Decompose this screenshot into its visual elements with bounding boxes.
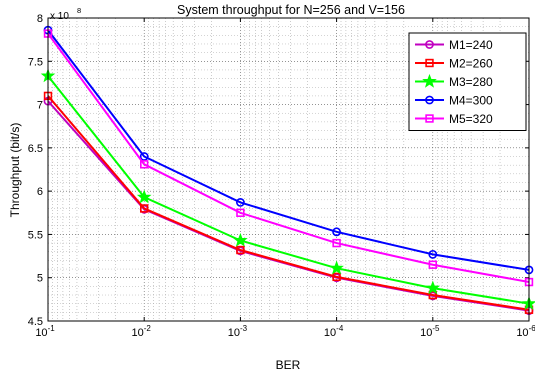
data-point (428, 260, 437, 269)
data-point (329, 260, 344, 275)
series-line (47, 29, 530, 271)
data-point (428, 290, 437, 300)
legend-item: M1=240 (415, 38, 493, 52)
legend-label: M4=300 (449, 94, 493, 108)
data-point (332, 238, 341, 248)
data-point (332, 227, 341, 237)
x-tick-label: 10-5 (420, 324, 440, 339)
y-axis-ticks: 4.5 5 5.5 6 6.5 7 7.5 8 (28, 13, 529, 328)
legend-label: M2=260 (449, 57, 493, 71)
chart-title: System throughput for N=256 and V=156 (177, 3, 405, 17)
legend-label: M3=280 (449, 75, 493, 89)
data-point (140, 160, 149, 169)
data-point (236, 245, 245, 255)
x-tick-label: 10-3 (228, 324, 248, 339)
legend-item: M2=260 (415, 57, 493, 71)
legend-label: M1=240 (449, 38, 493, 52)
y-tick-label: 5 (37, 273, 43, 285)
legend-item: M4=300 (415, 94, 493, 108)
y-tick-label: 7.5 (28, 56, 43, 68)
series-layer (40, 25, 535, 316)
data-point (425, 114, 434, 123)
y-multiplier-label: x 10 8 (50, 6, 81, 22)
data-point (235, 197, 245, 207)
x-axis-label: BER (276, 358, 301, 372)
y-tick-label: 4.5 (28, 316, 43, 328)
data-point (428, 249, 438, 259)
x-tick-label: 10-2 (132, 324, 152, 339)
legend: M1=240 M2=260 M3=280 M4=300 M5=320 (408, 32, 527, 131)
data-point (236, 208, 245, 217)
legend-label: M5=320 (449, 112, 493, 126)
data-point (425, 280, 441, 295)
y-tick-label: 6 (37, 186, 43, 198)
plot-frame (47, 17, 530, 322)
y-tick-label: 7 (37, 100, 43, 112)
data-point (233, 232, 248, 247)
data-point (140, 204, 149, 213)
legend-item: M5=320 (415, 112, 493, 126)
data-point (422, 73, 437, 88)
y-tick-label: 8 (37, 13, 43, 25)
series-line (47, 32, 530, 284)
y-tick-label: 5.5 (28, 229, 43, 241)
data-point (425, 58, 434, 68)
legend-item: M3=280 (415, 73, 493, 89)
data-point (425, 95, 434, 105)
data-point (425, 40, 434, 49)
x-tick-label: 10-4 (324, 324, 344, 339)
x-tick-label: 10-1 (35, 324, 55, 339)
data-point (136, 189, 152, 204)
series-line (47, 95, 530, 311)
y-multiplier-base: x 10 (50, 11, 69, 22)
data-point (332, 272, 341, 282)
y-axis-label: Throughput (bit/s) (8, 123, 22, 218)
y-multiplier-exponent: 8 (77, 6, 81, 15)
x-tick-label: 10-6 (516, 324, 535, 339)
series-line (47, 75, 530, 305)
y-tick-label: 6.5 (28, 143, 43, 155)
